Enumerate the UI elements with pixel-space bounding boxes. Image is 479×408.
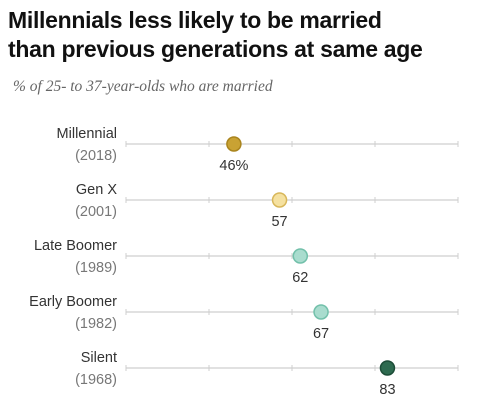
data-dot-millennial	[226, 136, 242, 152]
data-dot-silent	[379, 360, 396, 376]
data-label-late-boomer: 62	[292, 270, 308, 286]
category-year-silent: (1968)	[75, 372, 117, 388]
data-label-early-boomer: 67	[313, 326, 329, 342]
chart-subtitle: % of 25- to 37-year-olds who are married	[13, 78, 273, 95]
category-label-gen-x: Gen X	[76, 182, 117, 198]
data-dot-late-boomer	[292, 248, 309, 264]
data-label-silent: 83	[379, 382, 395, 398]
category-year-gen-x: (2001)	[75, 204, 117, 220]
chart-title: Millennials less likely to be married th…	[8, 6, 473, 64]
data-dot-early-boomer	[313, 304, 329, 320]
data-dot-gen-x	[271, 192, 288, 208]
category-year-late-boomer: (1989)	[75, 260, 117, 276]
category-label-late-boomer: Late Boomer	[34, 238, 117, 254]
data-label-gen-x: 57	[271, 214, 287, 230]
data-label-millennial: 46%	[219, 158, 248, 174]
category-label-early-boomer: Early Boomer	[29, 294, 117, 310]
category-year-early-boomer: (1982)	[75, 316, 117, 332]
chart-title-line-2: than previous generations at same age	[8, 36, 423, 62]
category-year-millennial: (2018)	[75, 148, 117, 164]
chart-title-line-1: Millennials less likely to be married	[8, 7, 382, 33]
category-label-silent: Silent	[81, 350, 117, 366]
category-label-millennial: Millennial	[57, 126, 117, 142]
